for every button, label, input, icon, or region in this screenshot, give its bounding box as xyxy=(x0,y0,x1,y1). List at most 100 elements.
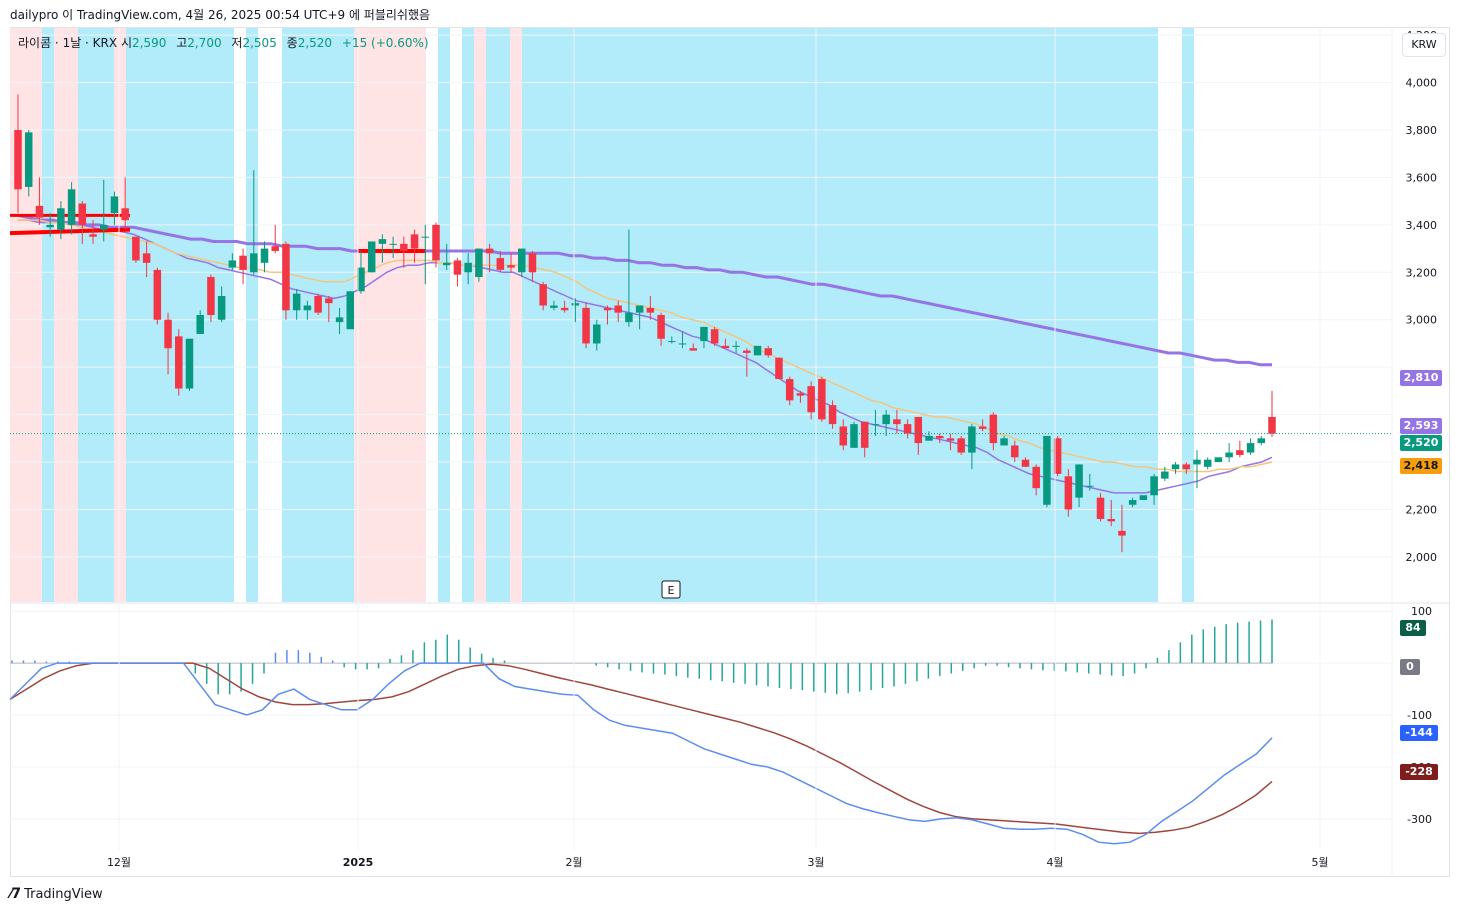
candle-body xyxy=(721,345,730,349)
candle-body xyxy=(1086,485,1094,487)
candle-body xyxy=(24,132,33,187)
candle-body xyxy=(99,224,108,230)
price-badge-ma-slow: 2,810 xyxy=(1400,370,1442,386)
candle-body xyxy=(796,393,805,396)
candle-body xyxy=(335,317,344,323)
candle-body xyxy=(850,424,858,448)
legend-change: +15 (+0.60%) xyxy=(341,36,429,50)
candle-body xyxy=(1225,452,1233,458)
candle-body xyxy=(357,267,365,292)
y-tick-label: 4,000 xyxy=(1406,77,1438,90)
legend-low-label: 저 xyxy=(231,36,243,50)
candle-body xyxy=(882,414,890,425)
candle-body xyxy=(121,208,129,221)
candle-body xyxy=(1075,464,1083,498)
regime-band xyxy=(438,28,450,602)
candle-body xyxy=(1128,500,1137,505)
candle-body xyxy=(282,243,290,311)
candle-body xyxy=(775,357,783,380)
x-tick-label: 5월 xyxy=(1311,856,1328,869)
candle-body xyxy=(378,239,387,244)
candle-body xyxy=(325,298,333,304)
y-tick-label: 2,000 xyxy=(1406,551,1438,564)
candle-body xyxy=(839,426,848,446)
moving-average-line xyxy=(18,219,1273,473)
candle-body xyxy=(1064,476,1073,510)
currency-button[interactable]: KRW xyxy=(1402,33,1446,57)
regime-band xyxy=(246,28,258,602)
macd-y-tick-label: -300 xyxy=(1407,813,1432,826)
candle-body xyxy=(560,307,569,311)
candle-body xyxy=(1011,445,1019,458)
y-tick-label: 3,400 xyxy=(1406,219,1438,232)
candle-body xyxy=(646,307,655,313)
candle-body xyxy=(1193,459,1201,465)
candle-body xyxy=(635,305,644,313)
candle-body xyxy=(807,386,815,413)
candle-body xyxy=(1150,476,1158,496)
candle-body xyxy=(196,315,204,334)
candle-body xyxy=(860,421,869,448)
trend-line-red xyxy=(9,227,131,236)
candle-body xyxy=(818,379,826,420)
moving-average-line xyxy=(17,213,1272,367)
candle-body xyxy=(1171,464,1180,470)
y-tick-label: 3,000 xyxy=(1406,314,1438,327)
candle-body xyxy=(1257,438,1266,444)
legend-low: 2,505 xyxy=(242,36,277,50)
candle-body xyxy=(496,258,505,270)
candle-body xyxy=(67,189,76,225)
regime-band xyxy=(354,28,426,602)
candle-body xyxy=(539,284,547,306)
candle-body xyxy=(314,296,322,313)
earnings-marker: E xyxy=(668,584,675,597)
candle-body xyxy=(893,419,901,425)
x-tick-label: 3월 xyxy=(807,856,824,869)
macd-badge-zero: 0 xyxy=(1400,659,1420,675)
legend-high-label: 고 xyxy=(176,36,188,50)
candle-body xyxy=(442,262,451,266)
candle-body xyxy=(668,341,676,343)
candle-body xyxy=(132,236,140,261)
candle-body xyxy=(175,336,183,389)
legend: 라이콤 · 1날 · KRX 시2,590 고2,700 저2,505 종2,5… xyxy=(18,34,435,51)
legend-close-label: 종 xyxy=(286,36,298,50)
candle-body xyxy=(142,253,151,263)
candle-body xyxy=(1182,464,1191,470)
macd-y-tick-label: 100 xyxy=(1411,605,1432,618)
candle-body xyxy=(946,438,955,441)
candle-body xyxy=(517,248,526,273)
candle-body xyxy=(485,248,494,254)
regime-band xyxy=(78,28,114,602)
candle-body xyxy=(464,262,472,273)
candle-body xyxy=(78,203,87,225)
candle-body xyxy=(914,416,923,444)
candle-body xyxy=(689,348,697,351)
candle-body xyxy=(453,260,462,275)
footer-brand[interactable]: TradingView xyxy=(24,886,103,902)
x-tick-label: 12월 xyxy=(107,856,131,869)
regime-band xyxy=(474,28,486,602)
candle-body xyxy=(164,319,172,349)
candle-body xyxy=(432,224,440,261)
candle-body xyxy=(217,296,226,320)
candle-body xyxy=(250,253,258,273)
candle-body xyxy=(1268,416,1276,434)
legend-open: 2,590 xyxy=(132,36,167,50)
candle-body xyxy=(228,260,237,268)
regime-band xyxy=(42,28,54,602)
macd-badge-macd: -144 xyxy=(1400,725,1438,741)
candle-body xyxy=(400,243,408,251)
regime-band xyxy=(510,28,522,602)
candle-body xyxy=(828,405,837,425)
candle-body xyxy=(1107,518,1115,522)
candle-body xyxy=(421,236,430,238)
candle-body xyxy=(1161,471,1169,479)
candle-body xyxy=(1043,435,1051,505)
candle-body xyxy=(89,234,97,237)
tradingview-logo-icon[interactable]: ⁄7 xyxy=(10,886,21,902)
candle-body xyxy=(14,129,22,190)
legend-symbol[interactable]: 라이콤 · 1날 · KRX xyxy=(18,36,118,50)
regime-band xyxy=(1182,28,1194,602)
